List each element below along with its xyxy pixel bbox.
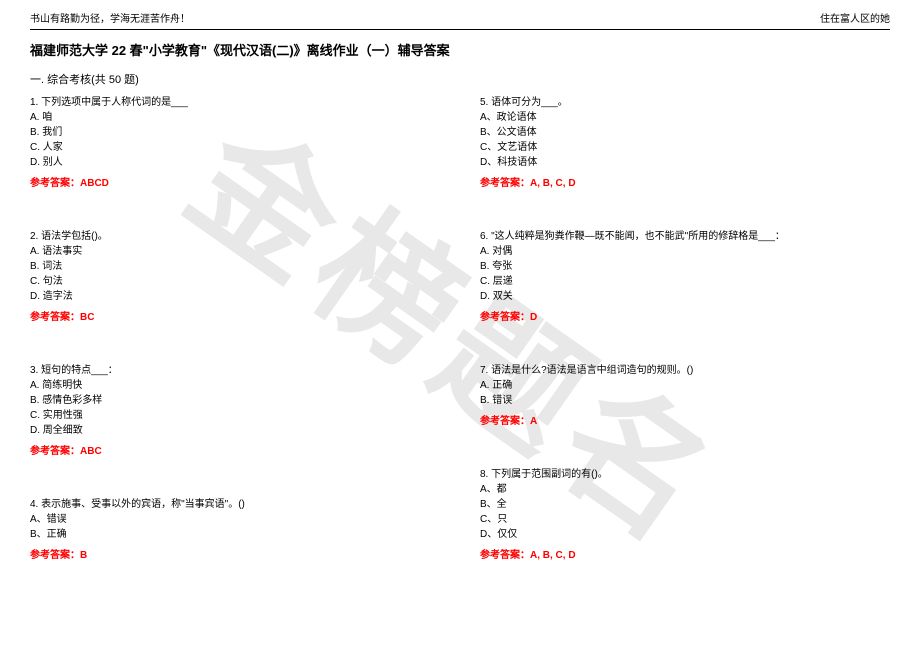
answer-value: B [80,550,87,561]
answer-label: 参考答案： [480,416,530,427]
q-opt: C、文艺语体 [480,140,890,155]
answer-label: 参考答案： [30,178,80,189]
q-opt: A. 语法事实 [30,244,440,259]
right-column: 5. 语体可分为___。 A、政论语体 B、公文语体 C、文艺语体 D、科技语体… [480,95,890,601]
q-opt: C. 层递 [480,274,890,289]
q-text: 1. 下列选项中属于人称代词的是___ [30,95,440,110]
question-2: 2. 语法学包括()。 A. 语法事实 B. 词法 C. 句法 D. 造字法 参… [30,229,440,325]
q-opt: A、都 [480,482,890,497]
q-opt: D. 周全细致 [30,423,440,438]
answer-value: A, B, C, D [530,550,576,561]
question-7: 7. 语法是什么?语法是语言中组词造句的规则。() A. 正确 B. 错误 参考… [480,363,890,429]
left-column: 1. 下列选项中属于人称代词的是___ A. 咱 B. 我们 C. 人家 D. … [30,95,440,601]
q-opt: D、仅仅 [480,527,890,542]
answer-value: ABCD [80,178,109,189]
header-left: 书山有路勤为径，学海无涯苦作舟！ [30,10,190,25]
question-3: 3. 短句的特点___： A. 简练明快 B. 感情色彩多样 C. 实用性强 D… [30,363,440,459]
q-opt: A、政论语体 [480,110,890,125]
question-5: 5. 语体可分为___。 A、政论语体 B、公文语体 C、文艺语体 D、科技语体… [480,95,890,191]
q-opt: B. 夸张 [480,259,890,274]
answer-line: 参考答案：B [30,548,440,563]
q-opt: D. 双关 [480,289,890,304]
question-1: 1. 下列选项中属于人称代词的是___ A. 咱 B. 我们 C. 人家 D. … [30,95,440,191]
page-content: 书山有路勤为径，学海无涯苦作舟！ 住在富人区的她 福建师范大学 22 春"小学教… [0,0,920,601]
answer-label: 参考答案： [30,446,80,457]
question-4: 4. 表示施事、受事以外的宾语，称"当事宾语"。() A、错误 B、正确 参考答… [30,497,440,563]
q-text: 4. 表示施事、受事以外的宾语，称"当事宾语"。() [30,497,440,512]
q-text: 2. 语法学包括()。 [30,229,440,244]
q-opt: B. 错误 [480,393,890,408]
q-opt: B、正确 [30,527,440,542]
answer-line: 参考答案：A [480,414,890,429]
q-text: 5. 语体可分为___。 [480,95,890,110]
answer-value: A [530,416,537,427]
section-title: 一. 综合考核(共 50 题) [30,71,890,87]
q-opt: A. 正确 [480,378,890,393]
answer-label: 参考答案： [30,550,80,561]
answer-line: 参考答案：D [480,310,890,325]
header-right: 住在富人区的她 [820,10,890,25]
answer-label: 参考答案： [30,312,80,323]
q-opt: C. 实用性强 [30,408,440,423]
page-title: 福建师范大学 22 春"小学教育"《现代汉语(二)》离线作业（一）辅导答案 [30,40,890,59]
answer-line: 参考答案：A, B, C, D [480,548,890,563]
q-opt: D. 造字法 [30,289,440,304]
header-row: 书山有路勤为径，学海无涯苦作舟！ 住在富人区的她 [30,0,890,30]
answer-label: 参考答案： [480,178,530,189]
q-text: 7. 语法是什么?语法是语言中组词造句的规则。() [480,363,890,378]
q-opt: B. 感情色彩多样 [30,393,440,408]
q-opt: D、科技语体 [480,155,890,170]
q-opt: B、公文语体 [480,125,890,140]
answer-value: D [530,312,537,323]
two-columns: 1. 下列选项中属于人称代词的是___ A. 咱 B. 我们 C. 人家 D. … [30,95,890,601]
q-text: 8. 下列属于范围副词的有()。 [480,467,890,482]
answer-label: 参考答案： [480,550,530,561]
q-opt: A. 咱 [30,110,440,125]
answer-value: A, B, C, D [530,178,576,189]
q-opt: A. 简练明快 [30,378,440,393]
q-opt: C. 人家 [30,140,440,155]
q-opt: A、错误 [30,512,440,527]
answer-line: 参考答案：BC [30,310,440,325]
q-text: 3. 短句的特点___： [30,363,440,378]
q-opt: D. 别人 [30,155,440,170]
q-text: 6. "这人纯粹是狗粪作鞭—既不能闻，也不能武"所用的修辞格是___： [480,229,890,244]
answer-line: 参考答案：ABC [30,444,440,459]
answer-line: 参考答案：ABCD [30,176,440,191]
q-opt: A. 对偶 [480,244,890,259]
question-6: 6. "这人纯粹是狗粪作鞭—既不能闻，也不能武"所用的修辞格是___： A. 对… [480,229,890,325]
answer-value: ABC [80,446,102,457]
answer-label: 参考答案： [480,312,530,323]
q-opt: B. 我们 [30,125,440,140]
q-opt: B、全 [480,497,890,512]
answer-value: BC [80,312,94,323]
q-opt: C. 句法 [30,274,440,289]
question-8: 8. 下列属于范围副词的有()。 A、都 B、全 C、只 D、仅仅 参考答案：A… [480,467,890,563]
q-opt: B. 词法 [30,259,440,274]
answer-line: 参考答案：A, B, C, D [480,176,890,191]
q-opt: C、只 [480,512,890,527]
